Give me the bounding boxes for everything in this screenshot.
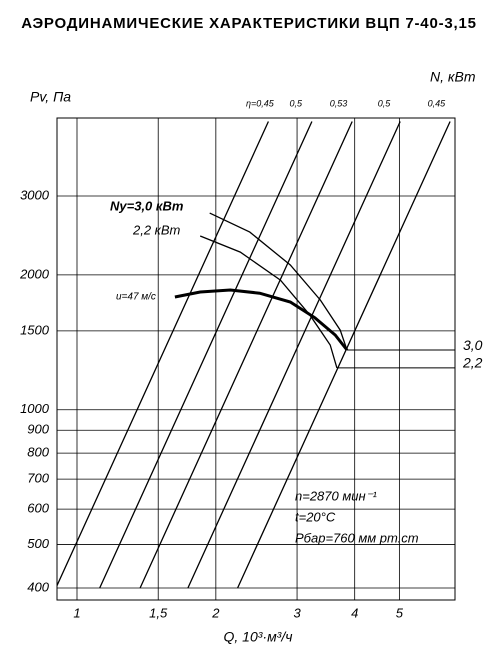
chart-title: АЭРОДИНАМИЧЕСКИЕ ХАРАКТЕРИСТИКИ ВЦП 7-40… [21, 15, 477, 32]
x-tick-label: 4 [351, 605, 358, 620]
y-tick-label: 700 [27, 471, 49, 486]
y-tick-label: 900 [27, 422, 49, 437]
x-tick-label: 5 [396, 605, 404, 620]
plot-frame [56, 117, 456, 601]
y-tick-label: 800 [27, 445, 49, 460]
efficiency-line [99, 121, 313, 589]
annotation: n=2870 мин⁻¹ [295, 488, 378, 503]
x-tick-label: 1 [73, 605, 80, 620]
y2-axis-label: N, кВт [430, 69, 476, 85]
power-line [199, 235, 338, 369]
y-tick-label: 1500 [20, 322, 50, 337]
efficiency-line [57, 121, 269, 588]
series-label: 2,2 кВт [132, 222, 180, 237]
efficiency-label: 0,5 [378, 98, 392, 108]
y-tick-label: 600 [27, 501, 49, 516]
y-axis-label: Pv, Па [30, 89, 71, 105]
y-tick-label: 3000 [20, 187, 50, 202]
annotation: Рбар=760 мм рт.ст [295, 530, 419, 545]
x-tick-label: 2 [211, 605, 220, 620]
x-tick-label: 1,5 [149, 605, 168, 620]
efficiency-line [237, 121, 451, 589]
plot-area [57, 121, 451, 589]
efficiency-label: η=0,45 [246, 98, 275, 108]
x-tick-label: 3 [293, 605, 301, 620]
series-label: u=47 м/с [116, 292, 156, 303]
efficiency-line [187, 121, 401, 589]
efficiency-label: 0,45 [428, 98, 447, 108]
efficiency-label: 0,53 [330, 98, 348, 108]
y-tick-label: 500 [27, 536, 49, 551]
power-line [209, 212, 348, 351]
x-axis-label: Q, 10³·м³/ч [224, 629, 293, 645]
efficiency-label: 0,5 [289, 98, 303, 108]
y-tick-label: 1000 [20, 401, 50, 416]
annotation: t=20°C [295, 509, 336, 524]
y2-label: 2,2 [462, 355, 483, 371]
y-tick-label: 2000 [19, 266, 50, 281]
pressure-line [174, 288, 349, 351]
series-label: Ny=3,0 кВт [110, 198, 184, 213]
y-tick-label: 400 [27, 579, 49, 594]
efficiency-line [139, 121, 353, 589]
y2-label: 3,0 [463, 337, 483, 353]
